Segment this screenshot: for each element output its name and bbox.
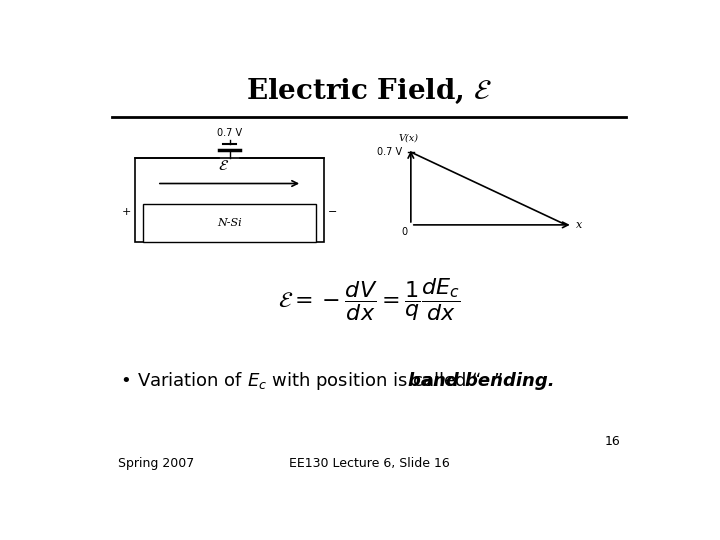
Text: +: + (122, 207, 131, 218)
Text: $\mathcal{E} = -\dfrac{dV}{dx} = \dfrac{1}{q}\dfrac{dE_c}{dx}$: $\mathcal{E} = -\dfrac{dV}{dx} = \dfrac{… (278, 276, 460, 323)
Text: x: x (576, 220, 582, 230)
Text: N-Si: N-Si (217, 218, 242, 228)
Bar (135, 158, 324, 241)
Text: 0: 0 (401, 227, 408, 237)
Text: •: • (121, 372, 132, 390)
Text: V(x): V(x) (398, 134, 418, 143)
Text: band bending.: band bending. (408, 372, 554, 390)
Text: ”: ” (493, 372, 503, 390)
Bar (143, 204, 316, 241)
Text: Electric Field, $\mathcal{E}$: Electric Field, $\mathcal{E}$ (246, 77, 492, 106)
Text: EE130 Lecture 6, Slide 16: EE130 Lecture 6, Slide 16 (289, 457, 449, 470)
Text: 0.7 V: 0.7 V (377, 147, 402, 157)
Text: −: − (328, 207, 338, 218)
Text: 0.7 V: 0.7 V (217, 127, 242, 138)
Text: 16: 16 (604, 435, 620, 448)
Text: Variation of $E_c$ with position is called “: Variation of $E_c$ with position is call… (138, 370, 482, 392)
Text: $\mathcal{E}$: $\mathcal{E}$ (218, 159, 230, 173)
Text: Spring 2007: Spring 2007 (118, 457, 194, 470)
